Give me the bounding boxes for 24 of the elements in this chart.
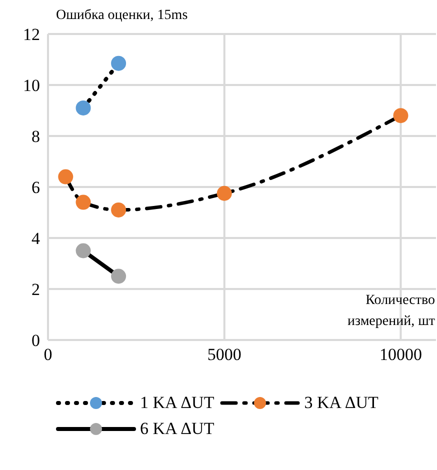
x-tick-label: 0 [44, 345, 52, 364]
y-tick-label: 10 [23, 76, 40, 96]
y-tick-label: 8 [32, 127, 40, 146]
y-tick-label: 6 [32, 178, 40, 198]
point [76, 100, 91, 116]
x-tick-label: 5000 [207, 345, 242, 364]
point [111, 268, 126, 284]
x-tick-label: 10000 [379, 345, 422, 364]
y-tick-label: 0 [32, 331, 40, 350]
x-axis-title: Количество измерений, шт [346, 292, 435, 331]
legend-label: 3 KA ΔUT [304, 393, 378, 413]
point [76, 194, 91, 210]
y-tick-label: 12 [23, 25, 40, 44]
legend-label: 6 KA ΔUT [140, 419, 214, 439]
point [216, 186, 232, 201]
y-tick-label: 4 [32, 229, 40, 248]
point [58, 169, 74, 184]
point [76, 243, 91, 258]
y-tick-label: 2 [32, 280, 40, 300]
point [111, 56, 126, 71]
point [111, 202, 126, 218]
y-axis-title: Ошибка оценки, 15ms [56, 8, 188, 24]
legend-label: 1 KA ΔUT [140, 393, 214, 413]
point [393, 108, 408, 124]
